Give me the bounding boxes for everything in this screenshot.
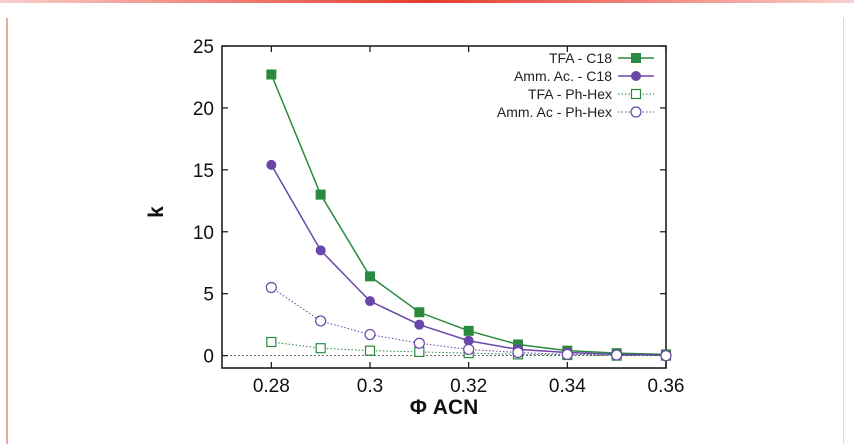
data-point [266,159,277,170]
data-point [512,346,524,359]
legend-marker [631,71,641,81]
data-point [611,349,623,361]
data-point [660,350,672,362]
x-tick-label: 0.28 [253,376,290,397]
series-4 [265,281,672,362]
x-tick-label: 0.3 [357,376,383,397]
data-point [414,307,425,318]
x-tick-label: 0.36 [648,376,685,397]
legend-marker [630,88,642,100]
data-point [463,325,474,336]
plot-area [221,45,667,369]
data-point [315,315,327,327]
header-accent-bar [0,0,854,3]
data-point [463,335,474,346]
data-point [364,345,376,356]
y-tick-label: 10 [193,223,214,244]
data-point [266,69,277,80]
x-axis-title: Φ ACN [410,396,479,419]
y-tick-label: 15 [193,161,214,182]
legend-label: Amm. Ac. - C18 [514,68,612,84]
data-point [315,343,326,354]
series-line [271,341,666,357]
y-tick-label: 0 [203,347,214,368]
y-axis-title: k [145,206,168,218]
legend-label: Amm. Ac - Ph-Hex [497,104,612,120]
legend-marker [631,53,641,63]
legend-label: TFA - C18 [549,50,612,66]
data-point [414,319,425,330]
data-point [463,343,475,356]
data-point [365,296,375,307]
y-tick-label: 5 [203,285,214,306]
data-point [315,245,326,256]
data-point [265,281,277,294]
data-point [561,348,573,360]
x-tick-label: 0.32 [450,376,487,397]
x-tick-label: 0.34 [549,376,586,397]
figure-frame [6,18,844,444]
y-tick-label: 25 [193,37,214,58]
data-point [266,336,277,348]
data-point [413,337,425,349]
legend-marker [630,106,642,118]
y-tick-label: 20 [193,99,214,120]
data-point [315,189,326,200]
legend-label: TFA - Ph-Hex [528,86,612,102]
data-point [364,328,376,341]
data-point [365,271,375,282]
